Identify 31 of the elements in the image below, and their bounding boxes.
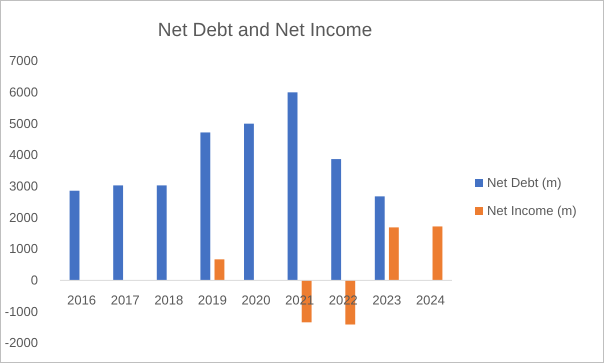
bar — [214, 259, 224, 280]
y-tick-label: 7000 — [9, 53, 38, 68]
legend-label: Net Income (m) — [487, 203, 577, 218]
bar — [374, 196, 385, 280]
bar — [288, 92, 298, 280]
y-tick-label: 6000 — [9, 84, 38, 100]
bar — [113, 185, 124, 280]
bar — [70, 190, 80, 280]
x-tick-label: 2017 — [110, 292, 140, 308]
x-tick-label: 2024 — [416, 292, 445, 308]
bar — [200, 132, 210, 280]
y-tick-label: -2000 — [4, 335, 38, 350]
bar — [432, 226, 442, 280]
bar — [244, 124, 254, 280]
x-tick-label: 2019 — [198, 292, 227, 308]
y-tick-label: 5000 — [9, 116, 38, 131]
y-tick-label: -1000 — [4, 304, 38, 319]
bar — [331, 159, 342, 280]
x-tick-label: 2020 — [242, 292, 270, 308]
y-tick-label: 2000 — [9, 210, 38, 225]
y-tick-label: 1000 — [9, 241, 38, 256]
bar — [156, 185, 167, 280]
x-tick-label: 2023 — [372, 292, 402, 308]
x-tick-label: 2016 — [67, 292, 96, 308]
x-tick-label: 2018 — [154, 292, 184, 308]
y-tick-label: 3000 — [9, 178, 38, 194]
y-tick-label: 4000 — [9, 147, 38, 162]
bar — [388, 227, 399, 280]
chart-title: Net Debt and Net Income — [158, 20, 372, 41]
y-tick-label: 0 — [30, 272, 38, 288]
legend-label: Net Debt (m) — [487, 175, 562, 190]
